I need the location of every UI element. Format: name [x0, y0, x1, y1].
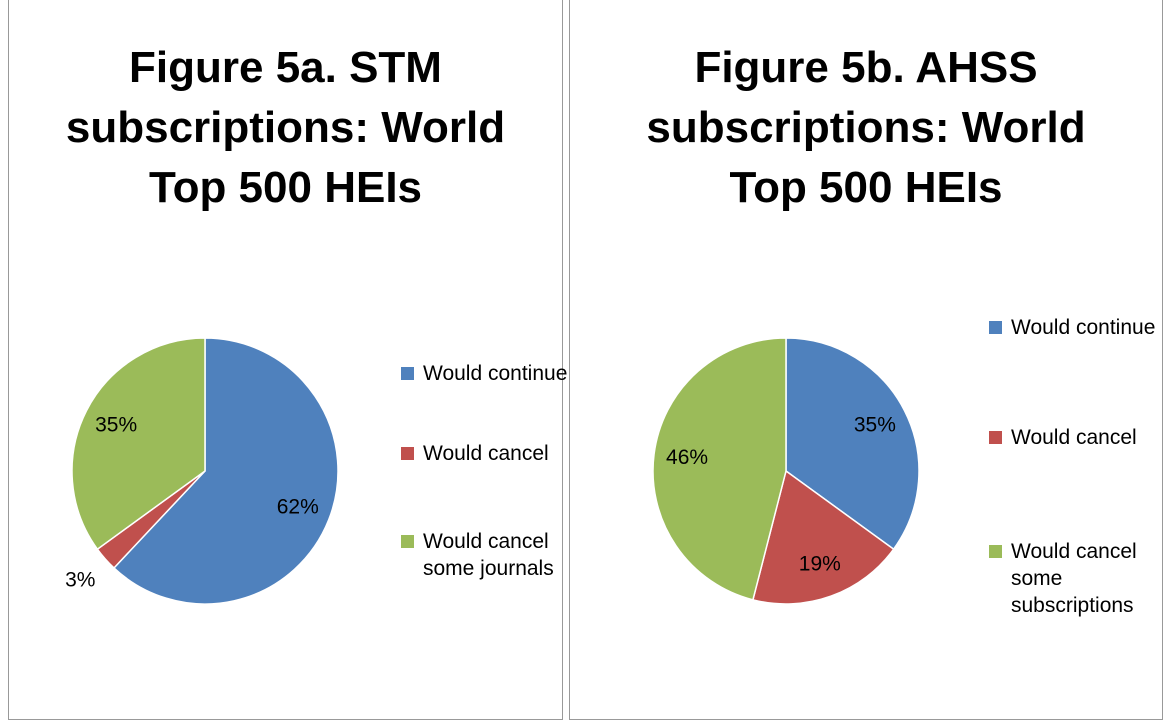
pie-chart: 35% 19% 46%	[652, 337, 920, 605]
title-line: subscriptions: World	[646, 103, 1086, 152]
pie-slice	[71, 337, 206, 551]
legend-label: Would cancel	[1011, 426, 1137, 449]
chart-title: Figure 5b. AHSS subscriptions: World Top 5…	[570, 38, 1162, 218]
title-line: Top 500 HEIs	[148, 163, 423, 212]
data-label: 3%	[65, 568, 95, 591]
pie-slice	[785, 337, 920, 551]
pie-slice	[112, 337, 339, 605]
legend-swatch	[989, 545, 1002, 558]
title-line: subscriptions: World	[65, 103, 506, 152]
data-label: 62%	[277, 495, 319, 518]
legend-label: Would cancel some subscriptions	[1011, 540, 1137, 617]
legend-item: Would cancel	[401, 440, 575, 467]
pie-slice	[652, 337, 787, 601]
panel: Figure 5a. STM subscriptions: World Top 50…	[8, 0, 567, 720]
legend-item: Would cancel	[989, 424, 1161, 451]
legend-swatch	[401, 447, 414, 460]
data-label: 35%	[854, 413, 896, 436]
legend-label: Would continue	[1011, 316, 1156, 339]
legend-swatch	[989, 431, 1002, 444]
legend-item: Would cancel some subscriptions	[989, 538, 1161, 619]
pie-slice	[752, 469, 895, 605]
legend-label: Would cancel some journals	[423, 530, 554, 580]
legend-swatch	[401, 535, 414, 548]
title-line: Figure 5a. STM	[129, 43, 442, 92]
legend-item: Would continue	[989, 314, 1161, 341]
data-label: 46%	[666, 446, 708, 469]
panel: Figure 5b. AHSS subscriptions: World Top 5…	[569, 0, 1163, 720]
data-label: 19%	[799, 552, 841, 575]
legend-item: Would continue	[401, 360, 575, 387]
legend-label: Would cancel	[423, 442, 549, 465]
title-line: Top 500 HEIs	[729, 163, 1003, 212]
legend-swatch	[401, 367, 414, 380]
legend-swatch	[989, 321, 1002, 334]
title-line: Figure 5b. AHSS	[694, 43, 1038, 92]
legend-item: Would cancel some journals	[401, 528, 575, 582]
data-label: 35%	[95, 413, 137, 436]
pie-chart: 62% 3% 35%	[65, 337, 339, 605]
chart-title: Figure 5a. STM subscriptions: World Top 50…	[9, 38, 562, 218]
legend-label: Would continue	[423, 362, 568, 385]
